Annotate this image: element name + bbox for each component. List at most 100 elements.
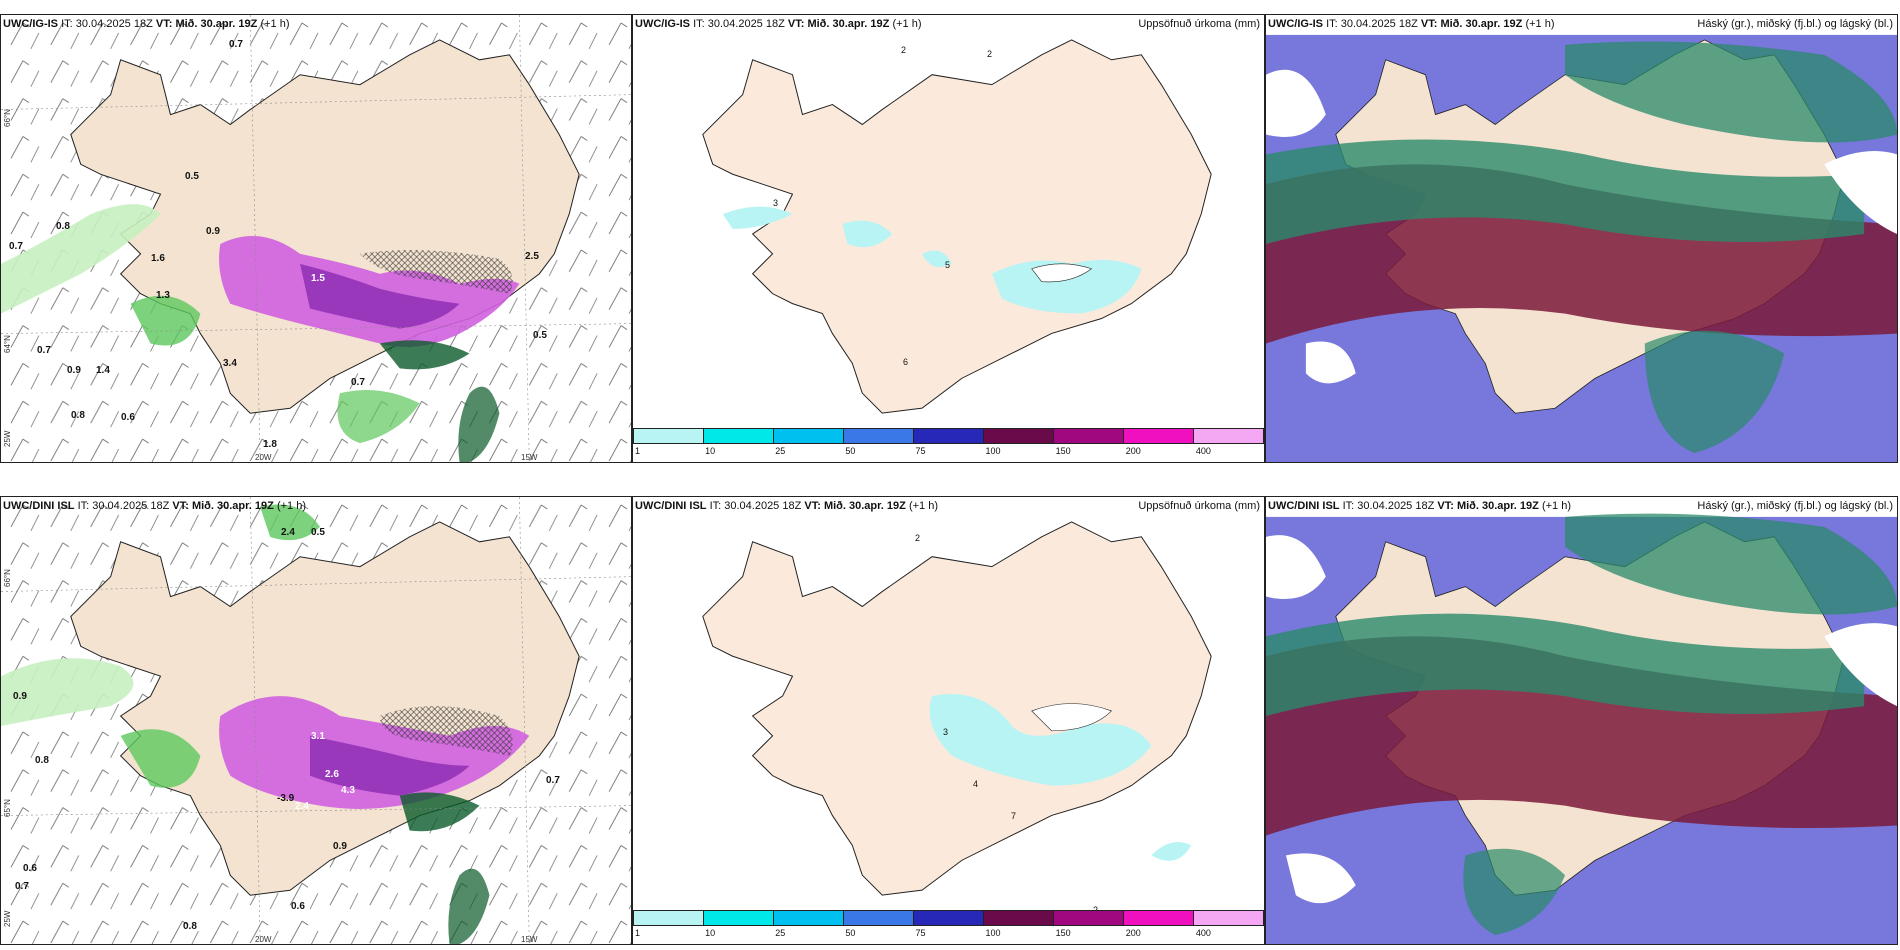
it-label: IT: xyxy=(61,18,73,30)
valid-time: Mið. 30.apr. 19Z xyxy=(191,500,274,512)
it-label: IT: xyxy=(709,500,722,512)
clear xyxy=(1285,853,1356,904)
it-label: IT: xyxy=(1326,18,1338,30)
value-label: 5 xyxy=(945,260,951,270)
lat-label: 65°N xyxy=(3,799,12,817)
precip-area xyxy=(922,250,952,268)
value-label: 0.7 xyxy=(229,39,243,50)
legend-tick-label: 200 xyxy=(1125,446,1141,456)
precip-area xyxy=(1151,841,1192,861)
legend-tick-label: 400 xyxy=(1195,928,1211,938)
model-name: UWC/IG-IS xyxy=(635,18,690,30)
init-time: 30.04.2025 18Z xyxy=(707,18,785,30)
init-time: 30.04.2025 18Z xyxy=(1340,18,1418,30)
green-band-south xyxy=(337,389,420,444)
panel-title: Háský (gr.), miðský (fj.bl.) og lágský (… xyxy=(1697,500,1893,512)
valid-time: Mið. 30.apr. 19Z xyxy=(807,18,890,30)
wind-map-svg xyxy=(1,497,631,944)
hatch-area xyxy=(359,249,513,294)
panel-cloud-top: UWC/IG-IS IT: 30.04.2025 18Z VT: Mið. 30… xyxy=(1265,14,1898,463)
legend-tick-label: 50 xyxy=(845,446,856,456)
precip-map[interactable] xyxy=(633,15,1264,428)
legend-swatch xyxy=(704,911,774,925)
legend-bar xyxy=(633,910,1264,926)
value-label: 0.9 xyxy=(67,365,81,376)
precip-area xyxy=(929,694,1152,786)
value-label: 0.8 xyxy=(56,221,70,232)
value-label: 3.1 xyxy=(311,731,325,742)
value-label: 2 xyxy=(901,45,907,55)
wind-map[interactable] xyxy=(1,15,631,462)
legend-ticks: 1 10 25 50 75 100 150 200 400 xyxy=(633,928,1264,940)
value-label: 0.7 xyxy=(546,775,560,786)
lead-time: (+1 h) xyxy=(260,18,290,30)
value-label: 0.8 xyxy=(183,921,197,932)
value-label: 3.4 xyxy=(223,358,237,369)
value-label: 2.6 xyxy=(325,769,339,780)
green-band-sw xyxy=(120,729,201,788)
clear xyxy=(1305,341,1356,384)
green-band-se xyxy=(399,792,480,832)
green-band-sw xyxy=(130,295,201,346)
panel-header: UWC/IG-IS IT: 30.04.2025 18Z VT: Mið. 30… xyxy=(1268,18,1554,30)
value-label: 2.4 xyxy=(295,801,309,812)
value-label: 3 xyxy=(773,198,779,208)
legend-swatch xyxy=(1194,429,1263,443)
value-label: 0.7 xyxy=(9,241,23,252)
green-band-north xyxy=(260,504,320,541)
value-label: 0.5 xyxy=(185,171,199,182)
legend-swatch xyxy=(914,429,984,443)
green-band-west xyxy=(1,204,161,314)
legend-ticks: 1 10 25 50 75 100 150 200 400 xyxy=(633,446,1264,458)
value-label: 4 xyxy=(973,779,979,789)
iceland-land xyxy=(702,39,1212,414)
value-label: 0.5 xyxy=(533,330,547,341)
legend-swatch xyxy=(1124,429,1194,443)
clear xyxy=(1266,69,1326,137)
model-name: UWC/DINI ISL xyxy=(635,500,707,512)
it-label: IT: xyxy=(1342,500,1355,512)
legend-tick-label: 50 xyxy=(845,928,856,938)
cloud-map[interactable] xyxy=(1266,15,1897,462)
legend-swatch xyxy=(914,911,984,925)
panel-header: UWC/DINI ISL IT: 30.04.2025 18Z VT: Mið.… xyxy=(3,500,306,512)
legend-tick-label: 1 xyxy=(635,446,641,456)
green-strip-se xyxy=(458,386,500,462)
precip-map-svg xyxy=(633,497,1264,910)
vt-label: VT: xyxy=(804,500,821,512)
legend-tick-label: 75 xyxy=(915,446,926,456)
cloud-map-svg xyxy=(1266,15,1897,462)
precip-map[interactable] xyxy=(633,497,1264,910)
value-label: 0.7 xyxy=(15,881,29,892)
init-time: 30.04.2025 18Z xyxy=(1357,500,1435,512)
panel-wind-bottom: UWC/DINI ISL IT: 30.04.2025 18Z VT: Mið.… xyxy=(0,496,632,945)
it-label: IT: xyxy=(77,500,90,512)
model-name: UWC/DINI ISL xyxy=(3,500,75,512)
clear xyxy=(1824,151,1897,235)
panel-wind-top: UWC/IG-IS IT: 30.04.2025 18Z VT: Mið. 30… xyxy=(0,14,632,463)
panel-precip-top: UWC/IG-IS IT: 30.04.2025 18Z VT: Mið. 30… xyxy=(632,14,1265,463)
lead-time: (+1 h) xyxy=(1525,18,1555,30)
model-name: UWC/IG-IS xyxy=(1268,18,1323,30)
precip-legend: 1 10 25 50 75 100 150 200 400 xyxy=(633,428,1264,462)
panel-header: UWC/IG-IS IT: 30.04.2025 18Z VT: Mið. 30… xyxy=(635,18,921,30)
init-time: 30.04.2025 18Z xyxy=(92,500,170,512)
panel-precip-bottom: UWC/DINI ISL IT: 30.04.2025 18Z VT: Mið.… xyxy=(632,496,1265,945)
green-band-west xyxy=(1,658,134,726)
value-label: 1.8 xyxy=(263,439,277,450)
value-label: 0.8 xyxy=(71,410,85,421)
legend-swatch xyxy=(844,911,914,925)
precip-area xyxy=(991,259,1142,314)
panel-title: Háský (gr.), miðský (fj.bl.) og lágský (… xyxy=(1697,18,1893,30)
panel-header: UWC/DINI ISL IT: 30.04.2025 18Z VT: Mið.… xyxy=(1268,500,1571,512)
cloud-map-svg xyxy=(1266,497,1897,944)
legend-tick-label: 25 xyxy=(775,446,786,456)
wind-map[interactable] xyxy=(1,497,631,944)
lat-label: 64°N xyxy=(3,335,12,353)
value-label: 2 xyxy=(987,49,993,59)
high-cloud xyxy=(1644,330,1785,454)
legend-tick-label: 10 xyxy=(705,446,716,456)
legend-swatch xyxy=(1054,911,1124,925)
cloud-map[interactable] xyxy=(1266,497,1897,944)
vt-label: VT: xyxy=(1420,18,1438,30)
